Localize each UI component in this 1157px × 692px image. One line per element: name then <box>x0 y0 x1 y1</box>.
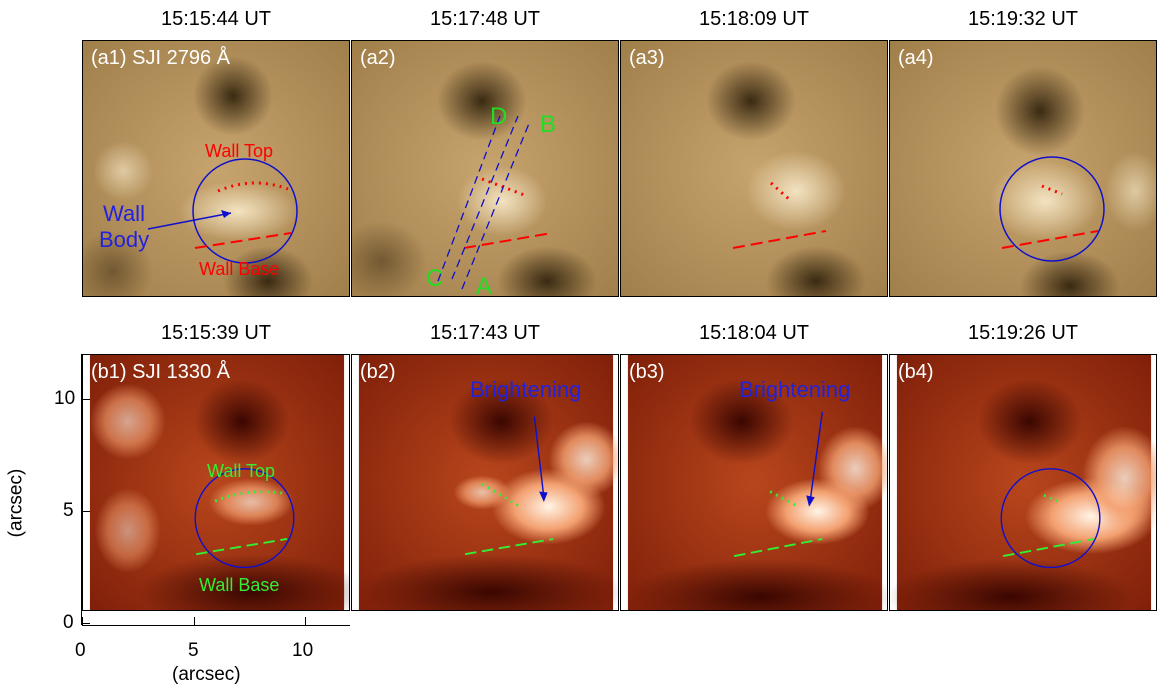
brightening-label-b2: Brightening <box>470 377 582 402</box>
x-tick-mark-5 <box>194 617 195 625</box>
x-axis-label: (arcsec) <box>172 664 241 685</box>
y-tick-mark-5 <box>82 511 90 512</box>
wall-body-label-1: Wall <box>103 201 145 226</box>
panel-label-a1: (a1) SJI 2796 Å <box>91 47 230 69</box>
panel-a1: (a1) SJI 2796 Å Wall Top Wall Base Wall … <box>82 40 350 297</box>
timestamp-b4: 15:19:26 UT <box>967 322 1079 344</box>
timestamp-a1: 15:15:44 UT <box>160 8 272 30</box>
x-tick-0: 0 <box>75 640 86 661</box>
timestamp-a2: 15:17:48 UT <box>429 8 541 30</box>
panel-a4-image <box>890 41 1156 296</box>
panel-label-a4: (a4) <box>898 47 934 69</box>
panel-label-a3: (a3) <box>629 47 665 69</box>
slit-c-d <box>437 115 501 282</box>
slit-a-b <box>451 115 519 280</box>
wall-base-label: Wall Base <box>199 259 280 279</box>
timestamp-a4: 15:19:32 UT <box>967 8 1079 30</box>
panel-b2-image <box>358 355 618 610</box>
panel-b3-image <box>627 355 887 610</box>
timestamp-b1: 15:15:39 UT <box>160 322 272 344</box>
panel-a3-image <box>621 41 887 296</box>
timestamp-b3: 15:18:04 UT <box>698 322 810 344</box>
y-tick-0: 0 <box>63 612 74 633</box>
panel-b4: (b4) <box>889 354 1157 611</box>
x-tick-5: 5 <box>188 640 199 661</box>
wall-base-label-b: Wall Base <box>199 575 280 595</box>
panel-a2-image <box>352 41 618 296</box>
panel-label-b1: (b1) SJI 1330 Å <box>91 361 230 383</box>
panel-a4: (a4) <box>889 40 1157 297</box>
x-tick-mark-10 <box>305 617 306 625</box>
circle-marker <box>192 158 298 264</box>
panel-b3: (b3) Brightening <box>620 354 888 611</box>
wall-top-label-b: Wall Top <box>207 461 276 481</box>
panel-a3: (a3) <box>620 40 888 297</box>
slit-label-a: A <box>476 273 493 297</box>
y-tick-mark-0 <box>82 623 90 624</box>
slit-label-d: D <box>490 103 508 130</box>
timestamp-a3: 15:18:09 UT <box>698 8 810 30</box>
panel-b1: (b1) SJI 1330 Å Wall Top Wall Base <box>82 354 350 611</box>
y-tick-10: 10 <box>54 388 76 409</box>
timestamp-b2: 15:17:43 UT <box>429 322 541 344</box>
panel-label-a2: (a2) <box>360 47 396 69</box>
y-tick-5: 5 <box>63 500 74 521</box>
brightening-arrow <box>533 416 545 498</box>
y-axis-line <box>81 354 82 625</box>
slit-label-c: C <box>426 265 444 292</box>
brightening-label-b3: Brightening <box>739 377 851 402</box>
wall-base-line <box>194 232 292 249</box>
wall-top-line <box>217 181 289 193</box>
x-tick-mark-0 <box>82 617 83 625</box>
panel-b2: (b2) Brightening <box>351 354 619 611</box>
x-axis-line <box>82 625 350 626</box>
slit-label-b: B <box>540 111 557 138</box>
wall-top-label: Wall Top <box>205 141 274 161</box>
wall-body-arrow <box>147 212 232 230</box>
y-axis-label: (arcsec) <box>5 468 27 538</box>
wall-body-label-2: Body <box>99 227 150 252</box>
x-tick-10: 10 <box>292 640 314 661</box>
panel-a2: (a2) D B C A <box>351 40 619 297</box>
panel-label-b3: (b3) <box>629 361 665 383</box>
panel-b1-image <box>89 355 349 610</box>
panel-label-b4: (b4) <box>898 361 934 383</box>
panel-b4-image <box>890 355 1156 610</box>
panel-label-b2: (b2) <box>360 361 396 383</box>
panel-a1-image <box>83 41 349 296</box>
y-tick-mark-10 <box>82 399 90 400</box>
